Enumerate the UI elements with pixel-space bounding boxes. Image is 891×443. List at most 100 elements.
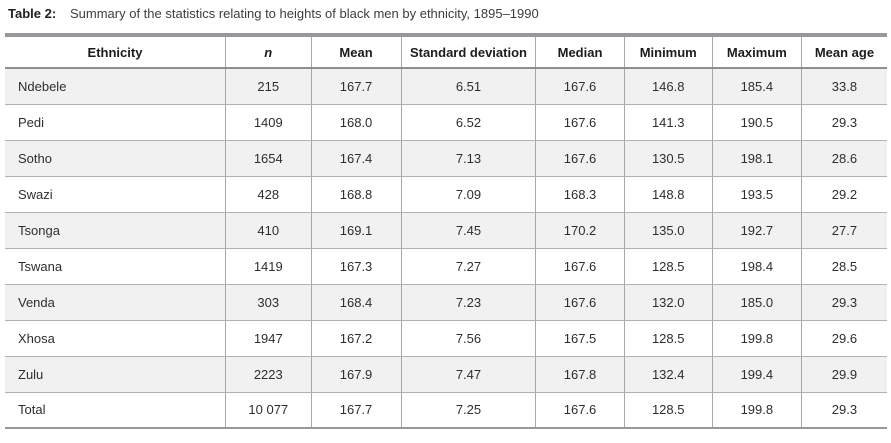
- ethnicity-cell: Venda: [5, 284, 226, 321]
- table-row-zulu: Zulu 2223 167.9 7.47 167.8 132.4 199.4 29.9: [5, 356, 887, 393]
- value-cell: 168.4: [310, 284, 401, 321]
- column-header-standard-deviation: Standard deviation: [400, 37, 536, 69]
- value-cell: 167.6: [535, 248, 625, 285]
- table-row-swazi: Swazi 428 168.8 7.09 168.3 148.8 193.5 29.2: [5, 176, 887, 213]
- value-cell: 1409: [225, 104, 312, 141]
- value-cell: 215: [225, 68, 312, 105]
- ethnicity-cell: Swazi: [5, 176, 226, 213]
- value-cell: 7.09: [400, 176, 536, 213]
- value-cell: 190.5: [711, 104, 802, 141]
- value-cell: 303: [225, 284, 312, 321]
- ethnicity-cell: Zulu: [5, 356, 226, 393]
- value-cell: 168.8: [310, 176, 401, 213]
- value-cell: 29.3: [800, 392, 887, 429]
- value-cell: 29.6: [800, 320, 887, 357]
- header-row: Ethnicity n Mean Standard deviation Median Mi…: [5, 37, 887, 69]
- value-cell: 7.45: [400, 212, 536, 249]
- table-title: Summary of the statistics relating to he…: [70, 6, 539, 21]
- value-cell: 168.3: [535, 176, 625, 213]
- value-cell: 168.0: [310, 104, 401, 141]
- column-header-median: Median: [535, 37, 625, 69]
- column-header-maximum: Maximum: [711, 37, 802, 69]
- value-cell: 132.4: [623, 356, 713, 393]
- value-cell: 28.6: [800, 140, 887, 177]
- value-cell: 167.6: [535, 140, 625, 177]
- value-cell: 29.9: [800, 356, 887, 393]
- value-cell: 27.7: [800, 212, 887, 249]
- value-cell: 130.5: [623, 140, 713, 177]
- value-cell: 141.3: [623, 104, 713, 141]
- ethnicity-cell: Xhosa: [5, 320, 226, 357]
- value-cell: 148.8: [623, 176, 713, 213]
- value-cell: 410: [225, 212, 312, 249]
- value-cell: 199.8: [711, 320, 802, 357]
- table-row-sotho: Sotho 1654 167.4 7.13 167.6 130.5 198.1 28.6: [5, 140, 887, 177]
- value-cell: 185.4: [711, 68, 802, 105]
- value-cell: 6.51: [400, 68, 536, 105]
- value-cell: 7.13: [400, 140, 536, 177]
- table-row-tsonga: Tsonga 410 169.1 7.45 170.2 135.0 192.7 27.7: [5, 212, 887, 249]
- value-cell: 167.6: [535, 104, 625, 141]
- value-cell: 135.0: [623, 212, 713, 249]
- statistics-table: Ethnicity n Mean Standard deviation Median Mi…: [5, 37, 887, 429]
- value-cell: 167.5: [535, 320, 625, 357]
- table-top-rule: [5, 33, 887, 37]
- value-cell: 1947: [225, 320, 312, 357]
- value-cell: 33.8: [800, 68, 887, 105]
- value-cell: 128.5: [623, 392, 713, 429]
- value-cell: 7.25: [400, 392, 536, 429]
- value-cell: 2223: [225, 356, 312, 393]
- table-row-tswana: Tswana 1419 167.3 7.27 167.6 128.5 198.4 28.5: [5, 248, 887, 285]
- value-cell: 7.56: [400, 320, 536, 357]
- table-row-pedi: Pedi 1409 168.0 6.52 167.6 141.3 190.5 29.3: [5, 104, 887, 141]
- value-cell: 29.3: [800, 284, 887, 321]
- value-cell: 170.2: [535, 212, 625, 249]
- table-body: Ndebele 215 167.7 6.51 167.6 146.8 185.4 33.8 Pe…: [5, 68, 887, 429]
- value-cell: 6.52: [400, 104, 536, 141]
- value-cell: 7.27: [400, 248, 536, 285]
- ethnicity-cell: Ndebele: [5, 68, 226, 105]
- ethnicity-cell: Tsonga: [5, 212, 226, 249]
- column-header-mean-age: Mean age: [800, 37, 887, 69]
- value-cell: 167.3: [310, 248, 401, 285]
- table-number: Table 2:: [8, 6, 57, 21]
- table-row-total: Total 10 077 167.7 7.25 167.6 128.5 199.8 29.3: [5, 392, 887, 429]
- column-header-mean: Mean: [310, 37, 401, 69]
- column-header-ethnicity: Ethnicity: [5, 37, 226, 69]
- value-cell: 167.9: [310, 356, 401, 393]
- value-cell: 7.23: [400, 284, 536, 321]
- table-row-xhosa: Xhosa 1947 167.2 7.56 167.5 128.5 199.8 29.6: [5, 320, 887, 357]
- value-cell: 128.5: [623, 248, 713, 285]
- value-cell: 167.7: [310, 392, 401, 429]
- value-cell: 10 077: [225, 392, 312, 429]
- value-cell: 7.47: [400, 356, 536, 393]
- table-row-venda: Venda 303 168.4 7.23 167.6 132.0 185.0 29.3: [5, 284, 887, 321]
- table-header: Ethnicity n Mean Standard deviation Median Mi…: [5, 37, 887, 69]
- value-cell: 1654: [225, 140, 312, 177]
- value-cell: 198.4: [711, 248, 802, 285]
- value-cell: 167.6: [535, 392, 625, 429]
- value-cell: 167.6: [535, 68, 625, 105]
- value-cell: 167.8: [535, 356, 625, 393]
- value-cell: 28.5: [800, 248, 887, 285]
- value-cell: 29.3: [800, 104, 887, 141]
- value-cell: 167.2: [310, 320, 401, 357]
- table-caption: Table 2: Summary of the statistics relat…: [8, 6, 887, 33]
- ethnicity-cell: Tswana: [5, 248, 226, 285]
- value-cell: 193.5: [711, 176, 802, 213]
- value-cell: 132.0: [623, 284, 713, 321]
- value-cell: 167.6: [535, 284, 625, 321]
- value-cell: 192.7: [711, 212, 802, 249]
- value-cell: 198.1: [711, 140, 802, 177]
- table-row-ndebele: Ndebele 215 167.7 6.51 167.6 146.8 185.4 33.8: [5, 68, 887, 105]
- value-cell: 167.4: [310, 140, 401, 177]
- column-header-minimum: Minimum: [623, 37, 713, 69]
- column-header-n: n: [225, 37, 312, 69]
- value-cell: 199.4: [711, 356, 802, 393]
- value-cell: 1419: [225, 248, 312, 285]
- ethnicity-cell: Total: [5, 392, 226, 429]
- value-cell: 29.2: [800, 176, 887, 213]
- value-cell: 428: [225, 176, 312, 213]
- value-cell: 128.5: [623, 320, 713, 357]
